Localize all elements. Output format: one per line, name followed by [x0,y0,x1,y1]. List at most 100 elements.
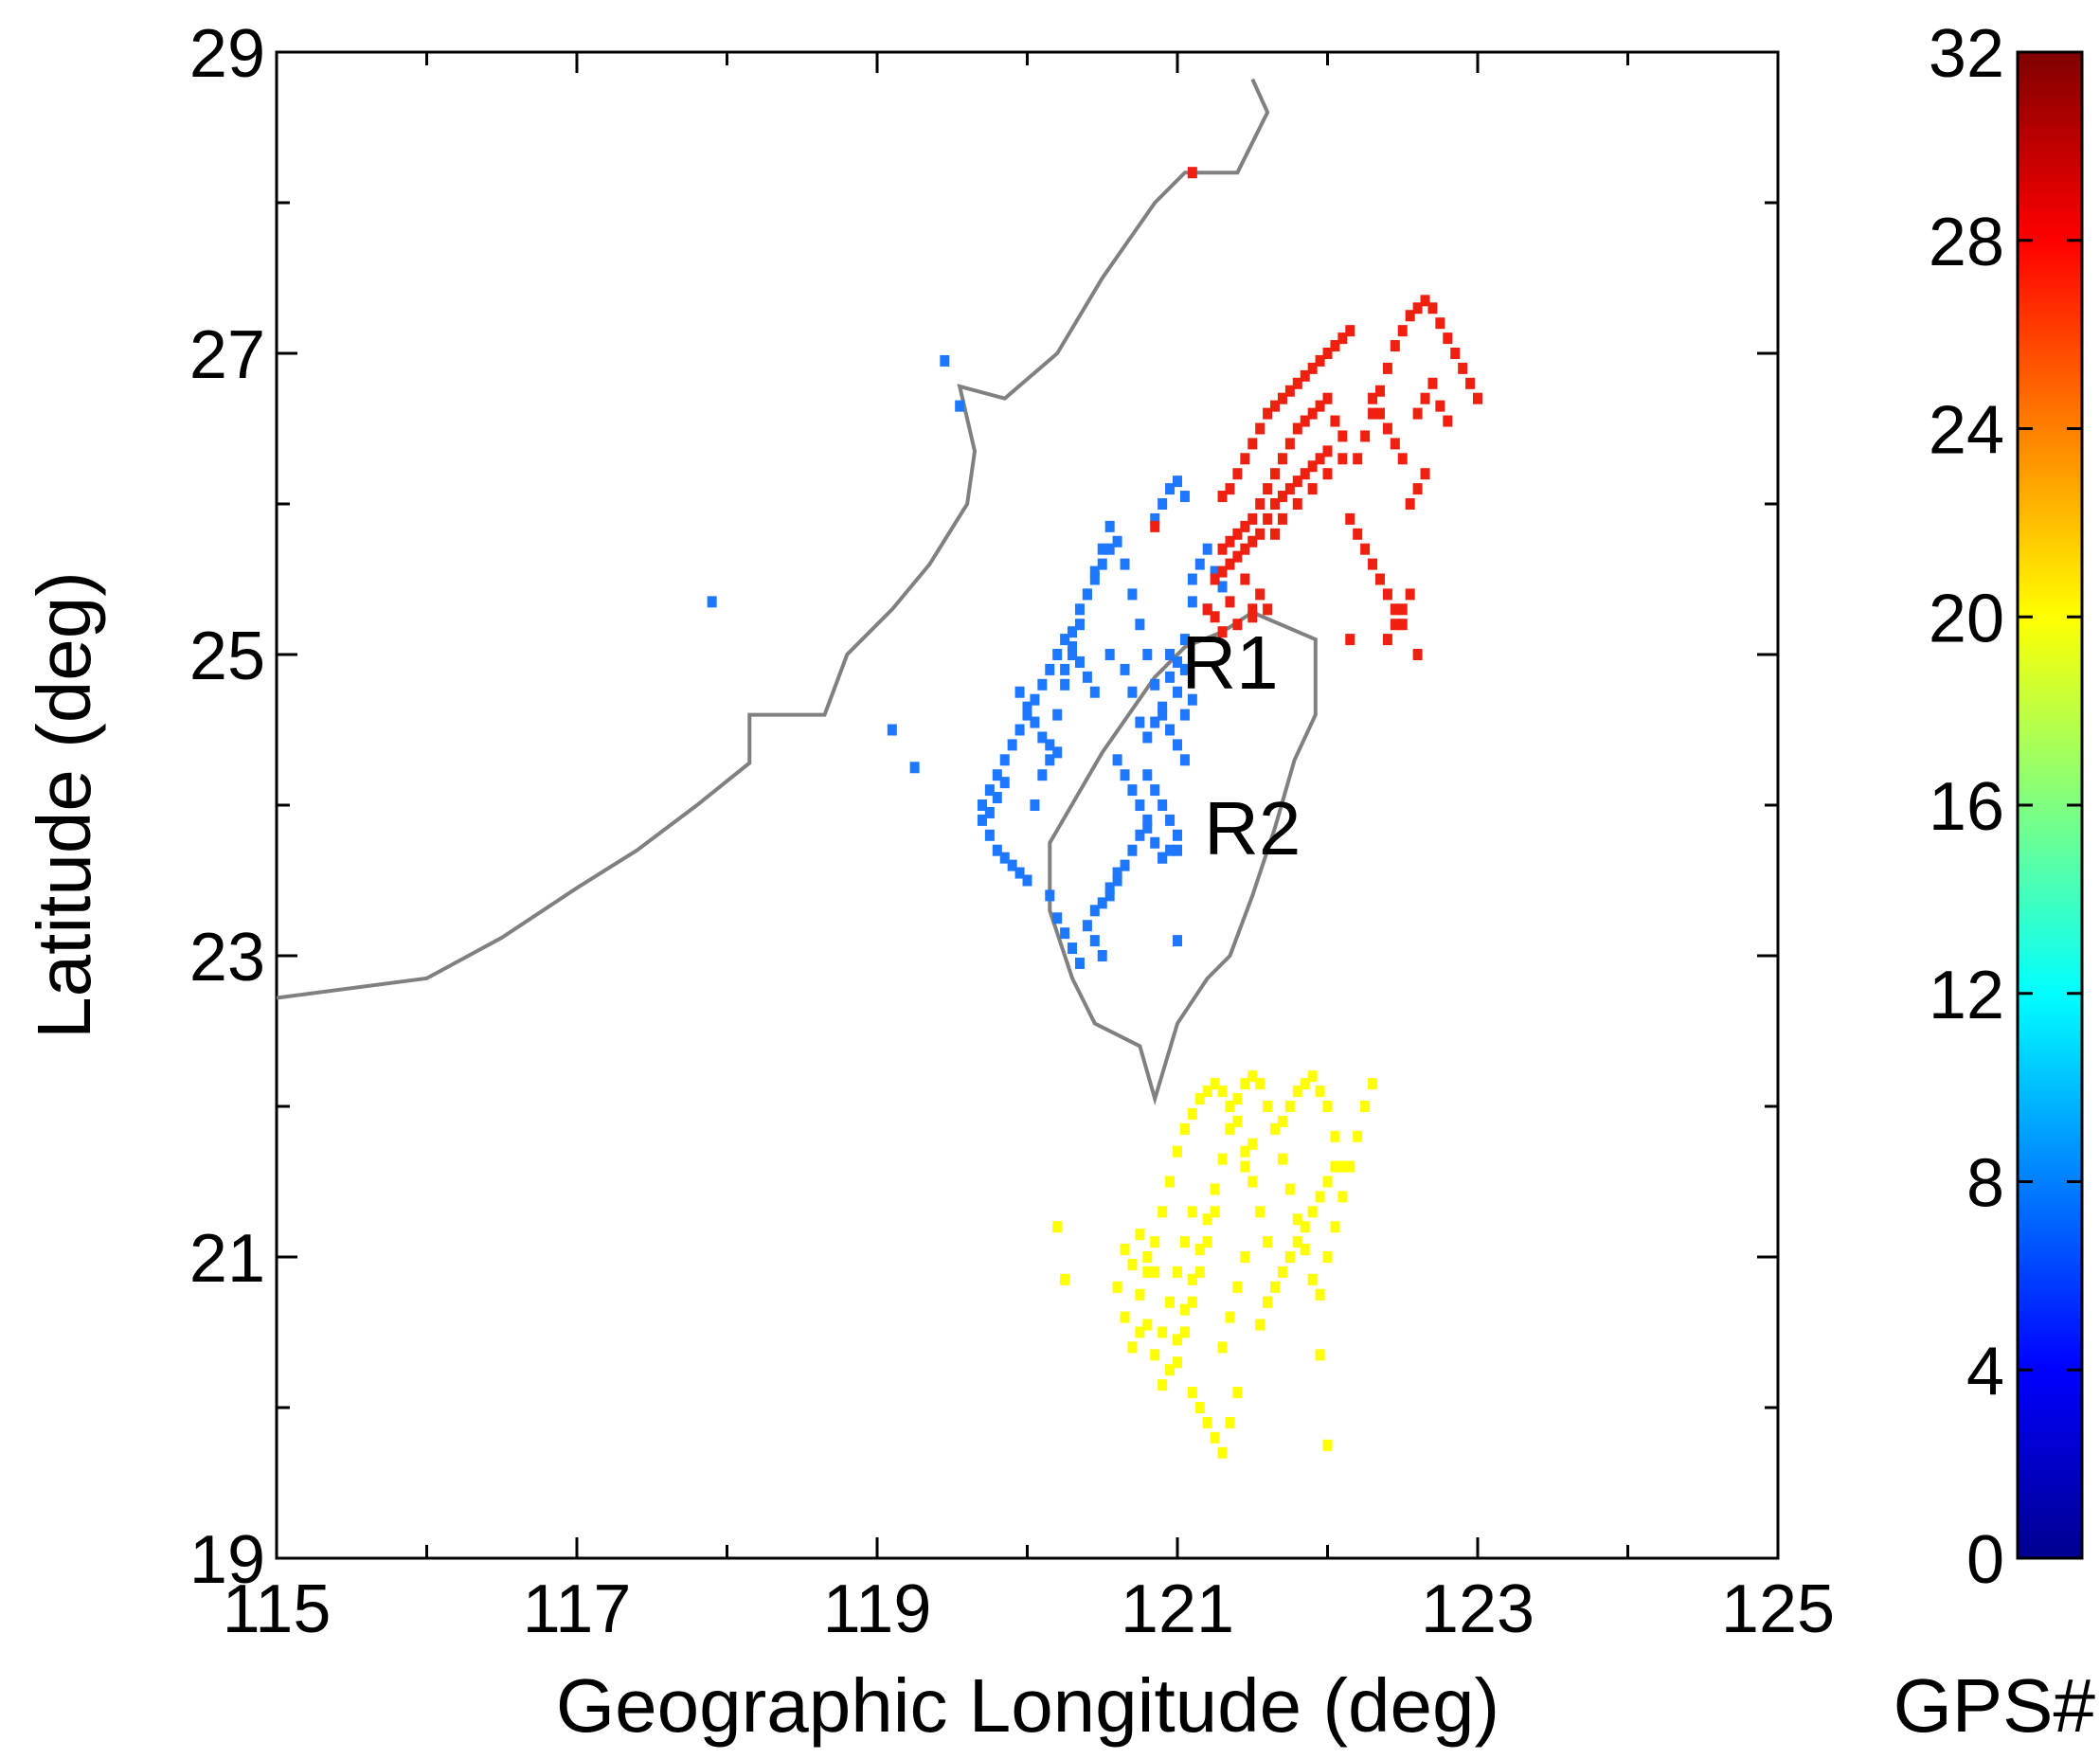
data-point [1052,649,1063,660]
data-point [1225,1416,1235,1428]
data-point [1247,438,1258,450]
data-point [1173,844,1182,856]
data-point [1390,340,1400,352]
data-point [1390,619,1400,631]
data-point [1210,1078,1220,1090]
data-point [1068,649,1078,660]
data-point [1089,905,1100,917]
data-point [1052,746,1063,759]
data-point [1210,1183,1220,1195]
data-point [992,769,1002,781]
data-point [1187,573,1197,585]
data-point [1104,889,1115,902]
data-point [1217,626,1228,638]
data-point [1135,1326,1145,1338]
data-point [1255,1078,1265,1090]
data-point [1255,588,1265,601]
data-point [1104,649,1115,660]
data-point [1405,498,1415,510]
data-point [1112,754,1122,766]
data-point [1202,1236,1212,1248]
data-point [1292,476,1302,488]
data-point [1060,663,1070,675]
data-point [1300,468,1310,480]
data-point [1337,1191,1348,1203]
data-point [1240,1145,1250,1158]
data-point [707,596,717,608]
data-point [1232,1387,1243,1399]
data-point [999,754,1010,766]
data-point [1292,498,1302,510]
data-point [1037,678,1048,691]
data-point [1284,385,1295,397]
data-point [1217,543,1228,555]
data-point [977,799,987,811]
data-point [1225,1101,1235,1112]
data-point [1202,603,1212,616]
data-point [1142,1265,1153,1278]
data-point [1060,678,1070,691]
data-point [1037,769,1048,781]
data-point [1315,1086,1325,1098]
colorbar-tick-label: 24 [1929,393,2004,469]
data-point [1142,814,1153,826]
data-point [1052,709,1063,721]
data-point [1104,520,1115,532]
data-point [1150,716,1160,728]
data-point [1187,693,1197,706]
data-point [1179,634,1190,646]
y-tick-label: 21 [189,1221,265,1297]
data-point [1194,1265,1205,1278]
x-tick-label: 125 [1721,1571,1835,1647]
data-point [1165,671,1176,683]
data-point [1337,332,1348,345]
data-point [1089,565,1100,578]
data-point [1120,663,1130,675]
data-point [1240,573,1250,585]
data-point [940,354,950,367]
data-point [1247,535,1258,547]
data-point [1277,453,1287,465]
colorbar-tick-label: 0 [1966,1522,2004,1598]
data-point [1277,1153,1287,1165]
data-point [1374,407,1385,420]
data-point [1165,814,1176,826]
data-point [1374,573,1385,585]
data-point [1270,1122,1281,1135]
series-gps-20 [1052,1070,1378,1459]
data-point [1179,1303,1190,1316]
data-point [1158,1206,1168,1218]
data-point [1300,1221,1310,1233]
data-point [1270,400,1281,412]
data-point [1270,528,1281,540]
data-point [1165,724,1176,736]
data-point [1045,663,1055,675]
data-point [1315,1191,1325,1203]
data-point [1270,498,1281,510]
series-gps-29 [1150,167,1482,660]
data-point [1255,422,1265,435]
data-point [1292,377,1302,389]
data-point [1412,302,1423,314]
data-point [1142,731,1153,744]
data-point [1330,1221,1340,1233]
data-point [1142,1319,1153,1331]
data-point [1232,1093,1243,1105]
data-point [1307,407,1318,420]
data-point [1300,1078,1310,1090]
data-point [1405,310,1415,322]
data-point [984,784,995,797]
data-point [887,724,897,736]
region-label-r1: R1 [1181,620,1278,705]
data-point [1022,874,1032,887]
data-point [1217,581,1228,593]
x-tick-label: 115 [223,1571,332,1647]
data-point [1052,912,1063,924]
data-point [1060,927,1070,940]
data-point [1135,619,1145,631]
data-point [1232,550,1243,563]
x-tick-label: 117 [523,1571,632,1647]
data-point [1150,784,1160,797]
data-point [1082,588,1092,601]
